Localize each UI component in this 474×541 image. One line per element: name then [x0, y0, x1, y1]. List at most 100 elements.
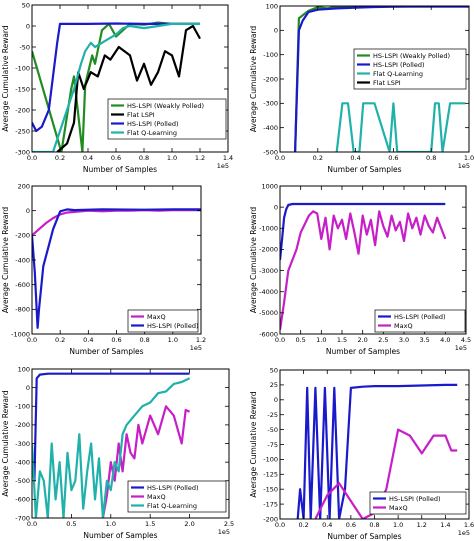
x-tick-label: 1.6	[464, 521, 474, 529]
chart-panel-1: 0.0 0.2 0.4 0.6 0.8 1.0 1.2 1.4 -300 -250 -200 -150…	[1, 1, 233, 174]
x-tick-label: 0.6	[111, 336, 121, 344]
x-tick-label: 4.0	[440, 336, 450, 344]
x-tick-label: 0.5	[295, 336, 305, 344]
legend-box	[353, 48, 467, 90]
series-line-hs-lspi-polled	[32, 372, 190, 482]
series-line-hs-lspi-polled	[32, 22, 200, 133]
y-tick-label: -300	[15, 440, 30, 448]
y-tick-label: -100	[15, 403, 30, 411]
y-axis-label: Average Cumulative Reward	[249, 26, 258, 133]
legend-label: HS-LSPI (Polled)	[127, 120, 178, 128]
y-tick-label: -2000	[259, 246, 278, 254]
y-tick-label: -600	[15, 496, 30, 504]
x-tick-label: 2.5	[378, 336, 388, 344]
chart-panel-2: 0.0 0.2 0.4 0.6 0.8 1.0 -500 -400 -300 -200 -100 0 1…	[249, 2, 474, 174]
y-tick-label: -700	[15, 514, 30, 522]
x-tick-label: 3.0	[399, 336, 409, 344]
y-axis-label: Average Cumulative Reward	[1, 207, 10, 314]
legend: HS-LSPI (Weakly Polled)Flat LSPIHS-LSPI …	[107, 98, 227, 140]
legend-label: Flat LSPI	[373, 79, 401, 87]
legend-label: Flat Q-Learning	[147, 502, 197, 510]
y-tick-label: -200	[15, 106, 30, 114]
plot-frame	[31, 4, 229, 153]
y-tick-label: -400	[263, 124, 278, 132]
y-tick-label: -175	[263, 500, 278, 508]
x-tick-label: 1.4	[223, 154, 233, 162]
x-scale-label: 1e5	[190, 344, 202, 352]
y-tick-label: 0	[274, 27, 278, 35]
x-tick-label: 0.0	[275, 336, 285, 344]
series-line-hs-lspi-polled	[280, 202, 446, 261]
y-tick-label: 0	[26, 22, 30, 30]
legend-box	[127, 309, 199, 333]
series-line-maxq	[280, 210, 447, 330]
x-tick-label: 1.5	[337, 336, 347, 344]
legend-label: MaxQ	[394, 322, 413, 330]
x-tick-label: 2.0	[184, 520, 194, 528]
y-tick-label: 0	[274, 396, 278, 404]
legend-label: HS-LSPI (Polled)	[373, 61, 424, 69]
x-axis-label: Number of Samples	[327, 532, 401, 541]
series-line-flat-q-learning	[32, 377, 191, 518]
legend-label: Flat Q-Learning	[373, 70, 423, 78]
series-line-hs-lspi-polled	[32, 208, 201, 329]
x-tick-label: 1.0	[393, 521, 403, 529]
y-axis-label: Average Cumulative Reward	[249, 207, 258, 314]
chart-panel-5: 0.0 0.5 1.0 1.5 2.0 2.5 -700 -600 -500 -400 -300 -2…	[1, 365, 234, 540]
legend-box	[107, 98, 227, 140]
x-scale-label: 1e5	[217, 162, 229, 170]
y-tick-label: 0	[274, 203, 278, 211]
legend: HS-LSPI (Polled)MaxQ	[374, 309, 466, 333]
x-tick-label: 1.0	[106, 520, 116, 528]
legend: HS-LSPI (Polled)MaxQ	[369, 491, 467, 515]
legend-label: HS-LSPI (Polled)	[147, 322, 198, 330]
y-tick-label: -250	[15, 127, 30, 135]
x-tick-label: 1.0	[316, 336, 326, 344]
plot-area	[280, 202, 447, 330]
x-tick-label: 0.4	[350, 154, 360, 162]
y-tick-label: 50	[22, 1, 30, 9]
series-line-maxq	[314, 428, 458, 519]
y-tick-label: -200	[263, 75, 278, 83]
x-tick-label: 0.0	[27, 520, 37, 528]
x-tick-label: 0.4	[83, 154, 93, 162]
x-tick-label: 0.6	[346, 521, 356, 529]
x-tick-label: 1.4	[440, 521, 450, 529]
x-tick-label: 1.2	[195, 154, 205, 162]
series-line-maxq	[101, 405, 191, 518]
legend-label: MaxQ	[147, 493, 166, 501]
x-tick-label: 0.5	[66, 520, 76, 528]
x-tick-label: 4.5	[461, 336, 471, 344]
y-tick-label: 200	[18, 182, 30, 190]
x-tick-label: 3.5	[419, 336, 429, 344]
x-tick-label: 2.0	[357, 336, 367, 344]
x-tick-label: 0.2	[55, 154, 65, 162]
y-tick-label: -300	[263, 100, 278, 108]
x-tick-label: 0.6	[388, 154, 398, 162]
series-line-flat-q-learning	[335, 102, 466, 152]
y-tick-label: -500	[263, 148, 278, 156]
y-tick-label: -150	[263, 486, 278, 494]
x-scale-label: 1e5	[458, 529, 470, 537]
y-tick-label: -1000	[259, 225, 278, 233]
x-axis-label: Number of Samples	[327, 165, 401, 174]
x-tick-label: 1.2	[417, 521, 427, 529]
series-line-maxq	[32, 209, 201, 237]
x-scale-label: 1e5	[218, 528, 230, 536]
legend: HS-LSPI (Weakly Polled)HS-LSPI (Polled)F…	[353, 48, 467, 90]
y-tick-label: -1000	[11, 330, 30, 338]
plot-frame	[279, 185, 467, 335]
y-tick-label: -200	[15, 421, 30, 429]
plot-area	[296, 383, 458, 519]
y-tick-label: 50	[270, 366, 278, 374]
y-tick-label: -50	[267, 426, 278, 434]
y-tick-label: -200	[15, 232, 30, 240]
y-tick-label: -100	[263, 51, 278, 59]
x-axis-label: Number of Samples	[83, 165, 157, 174]
chart-panel-3: 0.0 0.2 0.4 0.6 0.8 1.0 1.2 -1000 -800 -600 -400 -2…	[1, 182, 206, 356]
x-tick-label: 1.5	[145, 520, 155, 528]
x-tick-label: 0.8	[139, 336, 149, 344]
x-tick-label: 0.4	[83, 336, 93, 344]
